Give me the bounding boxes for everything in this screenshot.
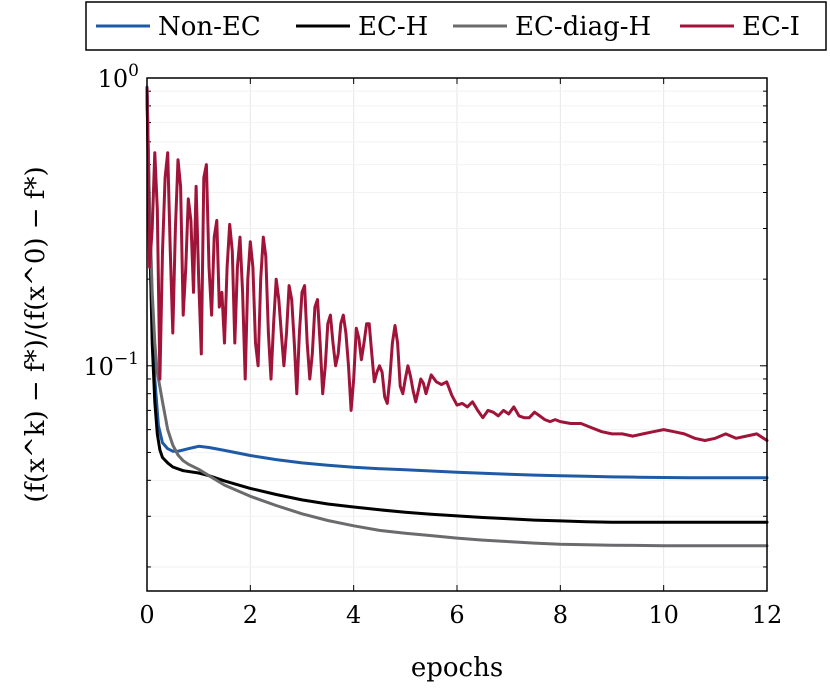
grid (146, 77, 768, 591)
x-tick-label: 6 (449, 601, 464, 629)
y-tick-label: 100 (98, 61, 139, 93)
legend-label: EC-H (358, 12, 428, 42)
legend-label: EC-diag-H (515, 12, 651, 42)
x-tick-label: 12 (752, 601, 783, 629)
x-tick-label: 2 (243, 601, 258, 629)
series-line-non-ec (145, 85, 769, 480)
y-tick-exponent: 0 (128, 61, 139, 81)
y-axis-title: (f(x^k) − f*)/(f(x^0) − f*) (21, 166, 51, 502)
x-tick-label: 8 (553, 601, 568, 629)
x-tick-labels: 0 2 4 6 8 10 12 (139, 601, 782, 629)
y-tick-exponent: −1 (114, 349, 139, 369)
y-tick-base: 10 (83, 353, 114, 381)
series-line-ec-h (145, 89, 769, 524)
x-axis-title: epochs (411, 653, 503, 683)
legend-label: Non-EC (158, 12, 261, 42)
series-lines (145, 85, 769, 548)
series-line-ec-diag-h (145, 86, 769, 548)
x-tick-label: 10 (648, 601, 679, 629)
x-tick-label: 4 (346, 601, 361, 629)
x-tick-label: 0 (139, 601, 154, 629)
legend-label: EC-I (742, 12, 800, 42)
y-tick-base: 10 (98, 65, 129, 93)
legend: Non-EC EC-H EC-diag-H EC-I (85, 1, 827, 51)
plot-frame (146, 77, 768, 592)
series-line-ec-i (145, 86, 769, 442)
y-tick-label: 10−1 (83, 349, 139, 381)
